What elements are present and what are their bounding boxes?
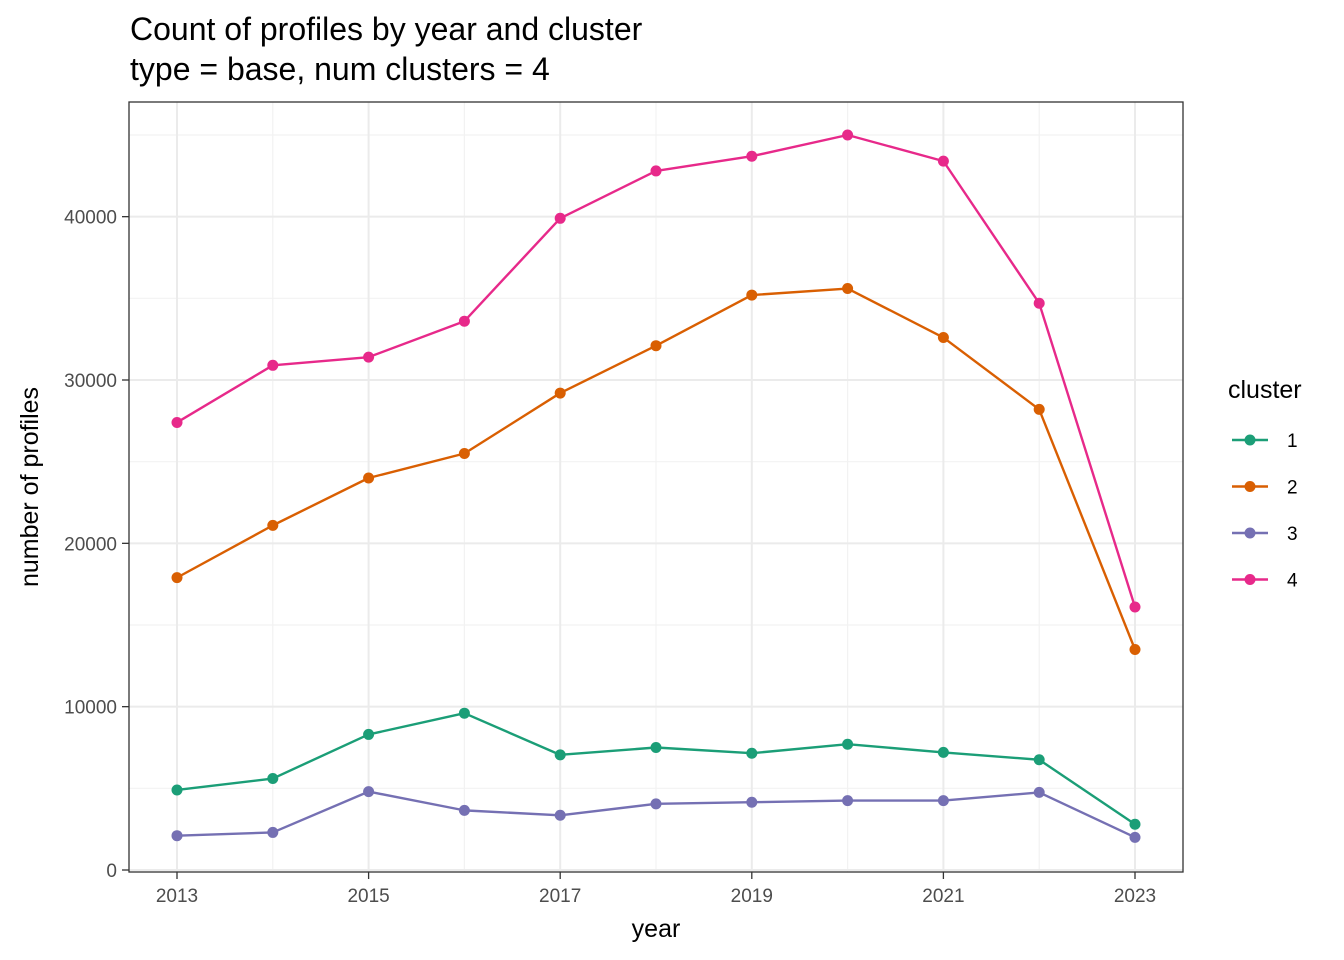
data-point-cluster-3 [650, 798, 662, 810]
axis-ticks: 2013 2015 2017 2019 2021 2023 0 10000 20000 30000… [64, 208, 1156, 907]
minor-gridlines [129, 102, 1183, 872]
data-point-cluster-4 [458, 315, 470, 327]
data-point-cluster-2 [363, 472, 375, 484]
data-point-cluster-1 [937, 746, 949, 758]
data-point-cluster-4 [1129, 601, 1141, 613]
x-axis-title: year [632, 915, 681, 943]
x-tick-label: 2023 [1114, 886, 1156, 907]
data-point-cluster-4 [937, 155, 949, 167]
data-point-cluster-1 [746, 747, 758, 759]
data-point-cluster-2 [1129, 644, 1141, 655]
x-tick-label: 2017 [539, 886, 581, 907]
x-tick-label: 2015 [347, 886, 389, 907]
y-tick-label: 10000 [64, 698, 117, 719]
data-point-cluster-3 [746, 796, 758, 808]
legend-key-point-1 [1244, 434, 1256, 446]
data-point-cluster-4 [1033, 297, 1045, 309]
data-point-cluster-2 [171, 572, 183, 584]
data-point-cluster-2 [842, 283, 854, 295]
data-point-cluster-4 [746, 150, 758, 162]
chart-title: Count of profiles by year and cluster [130, 11, 643, 47]
data-point-cluster-1 [363, 728, 375, 740]
chart-subtitle: type = base, num clusters = 4 [130, 51, 550, 87]
data-point-cluster-4 [650, 165, 662, 177]
legend-label-4: 4 [1287, 571, 1298, 592]
major-gridlines [129, 102, 1183, 872]
data-point-cluster-3 [937, 795, 949, 807]
legend-key-point-3 [1244, 527, 1256, 539]
legend-title: cluster [1228, 376, 1302, 404]
y-tick-label: 20000 [64, 534, 117, 555]
data-point-cluster-1 [1129, 818, 1141, 830]
data-point-cluster-3 [842, 795, 854, 807]
x-tick-label: 2013 [156, 886, 198, 907]
data-point-cluster-2 [1033, 403, 1045, 415]
data-point-cluster-2 [937, 332, 949, 344]
data-point-cluster-4 [267, 359, 279, 371]
legend: cluster 1 2 3 4 [1228, 376, 1302, 592]
legend-key-point-4 [1244, 574, 1256, 585]
y-tick-label: 30000 [64, 371, 117, 392]
data-point-cluster-4 [363, 351, 375, 363]
data-point-cluster-2 [267, 519, 279, 531]
data-point-cluster-2 [746, 289, 758, 301]
data-point-cluster-4 [171, 416, 183, 428]
data-point-cluster-3 [554, 809, 566, 821]
data-point-cluster-1 [267, 773, 279, 785]
data-point-cluster-2 [650, 340, 662, 352]
data-point-cluster-3 [267, 826, 279, 838]
legend-key-point-2 [1244, 481, 1256, 492]
data-point-cluster-2 [554, 387, 566, 399]
data-point-cluster-2 [458, 448, 470, 459]
data-point-cluster-4 [554, 212, 566, 224]
series-layer [171, 129, 1141, 843]
legend-label-1: 1 [1287, 431, 1298, 452]
data-point-cluster-1 [650, 742, 662, 753]
data-point-cluster-3 [1129, 831, 1141, 843]
data-point-cluster-1 [171, 784, 183, 796]
legend-label-2: 2 [1287, 478, 1298, 499]
plot-panel-border [128, 101, 1184, 873]
data-point-cluster-1 [842, 738, 854, 750]
data-point-cluster-1 [458, 707, 470, 719]
y-tick-label: 40000 [64, 208, 117, 229]
data-point-cluster-1 [554, 749, 566, 761]
y-tick-label: 0 [106, 861, 117, 882]
data-point-cluster-4 [842, 129, 854, 141]
data-point-cluster-3 [171, 830, 183, 842]
y-axis-title: number of profiles [16, 387, 44, 587]
data-point-cluster-3 [1033, 786, 1045, 798]
data-point-cluster-3 [363, 786, 375, 798]
data-point-cluster-3 [458, 804, 470, 816]
x-tick-label: 2021 [922, 886, 964, 907]
data-point-cluster-1 [1033, 754, 1045, 766]
legend-label-3: 3 [1287, 524, 1298, 545]
x-tick-label: 2019 [731, 886, 773, 907]
